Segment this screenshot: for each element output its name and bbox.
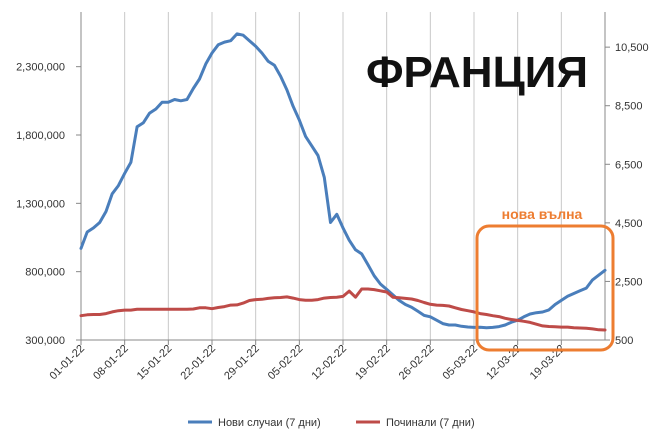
right-tick-label: 4,500 bbox=[615, 218, 643, 230]
annotation-label: нова вълна bbox=[502, 206, 583, 222]
x-tick-label: 15-01-22 bbox=[135, 343, 175, 383]
left-tick-label: 300,000 bbox=[25, 335, 65, 347]
x-tick-label: 05-03-22 bbox=[440, 343, 480, 383]
right-tick-label: 2,500 bbox=[615, 276, 643, 288]
right-axis-ticks: 500 2,500 4,500 6,500 8,500 10,500 bbox=[605, 42, 649, 347]
right-tick-label: 10,500 bbox=[615, 42, 649, 54]
legend-label: Нови случаи (7 дни) bbox=[218, 417, 321, 429]
x-tick-label: 05-02-22 bbox=[266, 343, 306, 383]
deaths-series-line bbox=[79, 287, 607, 332]
right-tick-label: 500 bbox=[615, 335, 633, 347]
x-tick-label: 12-02-22 bbox=[309, 343, 349, 383]
x-tick-label: 08-01-22 bbox=[91, 343, 131, 383]
right-tick-label: 8,500 bbox=[615, 101, 643, 113]
right-tick-label: 6,500 bbox=[615, 159, 643, 171]
left-tick-label: 800,000 bbox=[25, 267, 65, 279]
x-axis-ticks: 01-01-22 08-01-22 15-01-22 22-01-22 29-01-22… bbox=[47, 340, 567, 382]
x-tick-label: 29-01-22 bbox=[222, 343, 262, 383]
legend-label: Починали (7 дни) bbox=[386, 417, 475, 429]
legend: Нови случаи (7 дни) Починали (7 дни) bbox=[188, 417, 475, 429]
series bbox=[79, 32, 607, 332]
left-tick-label: 1,300,000 bbox=[16, 198, 65, 210]
x-tick-label: 26-02-22 bbox=[397, 343, 437, 383]
x-tick-label: 01-01-22 bbox=[47, 343, 87, 383]
chart-title: ФРАНЦИЯ bbox=[366, 48, 588, 97]
grid bbox=[80, 12, 562, 340]
left-tick-label: 2,300,000 bbox=[16, 62, 65, 74]
x-tick-label: 19-02-22 bbox=[353, 343, 393, 383]
left-axis-ticks: 300,000 800,000 1,300,000 1,800,000 2,300,00… bbox=[16, 62, 81, 347]
x-tick-label: 22-01-22 bbox=[178, 343, 218, 383]
left-tick-label: 1,800,000 bbox=[16, 130, 65, 142]
annotation: нова вълна bbox=[475, 206, 615, 352]
annotation-box bbox=[475, 224, 615, 352]
